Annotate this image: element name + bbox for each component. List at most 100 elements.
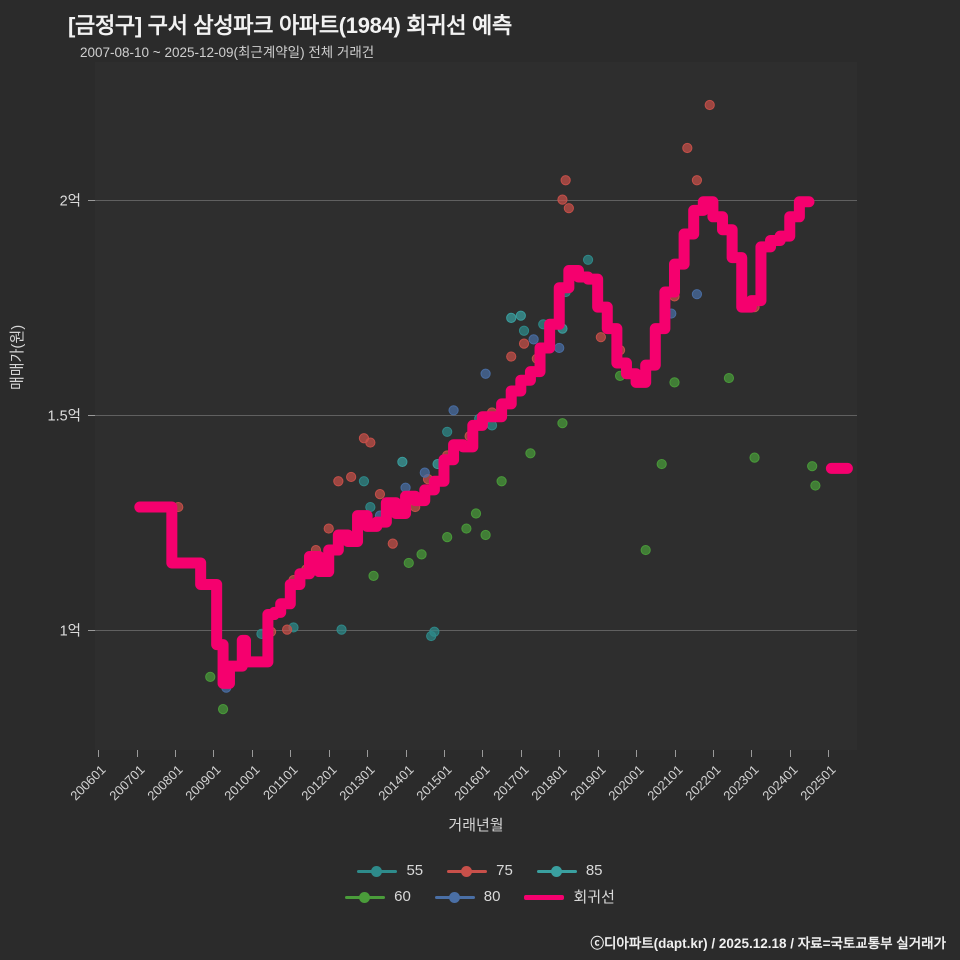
footer-credit: ⓒ디아파트(dapt.kr) / 2025.12.18 / 자료=국토교통부 실… [590,936,946,951]
data-point [810,480,821,491]
data-point [560,175,571,186]
x-axis-tick [367,750,369,757]
data-point [656,458,667,470]
data-point [403,557,414,569]
legend-marker-icon [550,866,562,877]
regression-line [134,196,815,689]
data-point [416,549,427,560]
x-axis-tick [443,750,445,757]
x-axis-tick [251,750,253,757]
gridline [95,629,857,631]
legend-label: 80 [483,888,501,905]
x-axis-tick [482,750,484,757]
legend-row: 60 80 회귀선 [333,886,627,907]
data-point [365,437,376,448]
x-axis-title: 거래년월 [448,817,504,834]
data-point [442,532,453,543]
legend-item-60[interactable]: 60 [345,888,411,905]
x-axis-tick [828,750,830,757]
data-point [333,476,344,487]
data-point [518,338,530,349]
data-point [387,538,398,549]
legend-swatch [536,864,577,878]
data-point [525,448,536,459]
legend-swatch [434,890,475,904]
legend-item-회귀선[interactable]: 회귀선 [524,886,615,907]
data-point [582,254,594,265]
chart-legend: 55 75 85 60 80 회귀선 [0,862,960,907]
x-axis-tick [751,750,753,757]
data-point [749,452,760,463]
data-point [557,194,568,205]
data-point [640,544,651,556]
data-point [682,142,693,154]
legend-marker-icon [448,892,460,903]
x-axis-tick [712,750,714,757]
legend-marker-icon [371,866,383,877]
data-point [323,523,334,534]
data-point [368,570,379,581]
data-point [518,325,530,336]
data-point [506,312,517,323]
x-axis-tick [636,750,638,757]
legend-row: 55 75 85 [345,862,614,879]
x-axis-tick [520,750,522,757]
data-point [480,368,491,379]
data-point [691,175,703,186]
data-point [723,372,735,384]
data-point [515,310,526,321]
legend-item-85[interactable]: 85 [536,862,603,879]
legend-swatch [357,864,398,878]
data-point [496,476,507,487]
x-axis-tick [405,750,407,757]
x-axis-tick [98,750,100,757]
plot-area: 1억 1.5억 2억 200601 200701 200801 200901 201001 2… [48,62,857,834]
x-axis-tick [328,750,330,757]
legend-swatch [345,890,386,904]
series-60 [205,370,821,715]
data-point [419,467,430,478]
data-point [480,529,491,541]
legend-item-75[interactable]: 75 [447,862,513,879]
legend-label: 60 [394,888,411,905]
legend-line-icon [524,894,565,900]
y-axis-tick [88,414,95,416]
x-axis-tick [597,750,599,757]
data-point [374,489,386,500]
y-axis-label: 1.5억 [47,408,82,425]
legend-swatch [447,864,488,878]
data-point [336,624,347,635]
legend-label: 회귀선 [573,889,615,906]
data-point [429,626,440,637]
legend-marker-icon [359,892,371,903]
y-axis-title: 매매가(원) [9,324,26,390]
gridline [95,199,857,201]
legend-item-55[interactable]: 55 [357,862,423,879]
regression-line-layer [134,196,853,689]
data-point [595,332,606,343]
data-point [691,289,703,300]
data-point [448,405,459,416]
y-axis-tick [88,629,95,631]
data-point [346,471,357,483]
data-point [563,203,574,214]
y-axis-label: 2억 [59,193,81,210]
legend-marker-icon [461,866,473,877]
x-axis-tick [136,750,138,757]
data-point [217,704,229,715]
data-point [461,523,472,534]
data-point [506,351,517,362]
data-point [528,334,539,345]
legend-item-80[interactable]: 80 [434,888,501,905]
data-point [358,476,370,487]
data-point [397,456,408,467]
data-point [442,426,453,437]
data-point [470,508,482,519]
data-point [704,99,715,111]
data-point [557,418,568,429]
x-axis-tick [175,750,177,757]
x-axis-tick [674,750,676,757]
page-subtitle: 2007-08-10 ~ 2025-12-09(최근계약일) 전체 거래건 [80,45,375,60]
x-axis-tick [789,750,791,757]
